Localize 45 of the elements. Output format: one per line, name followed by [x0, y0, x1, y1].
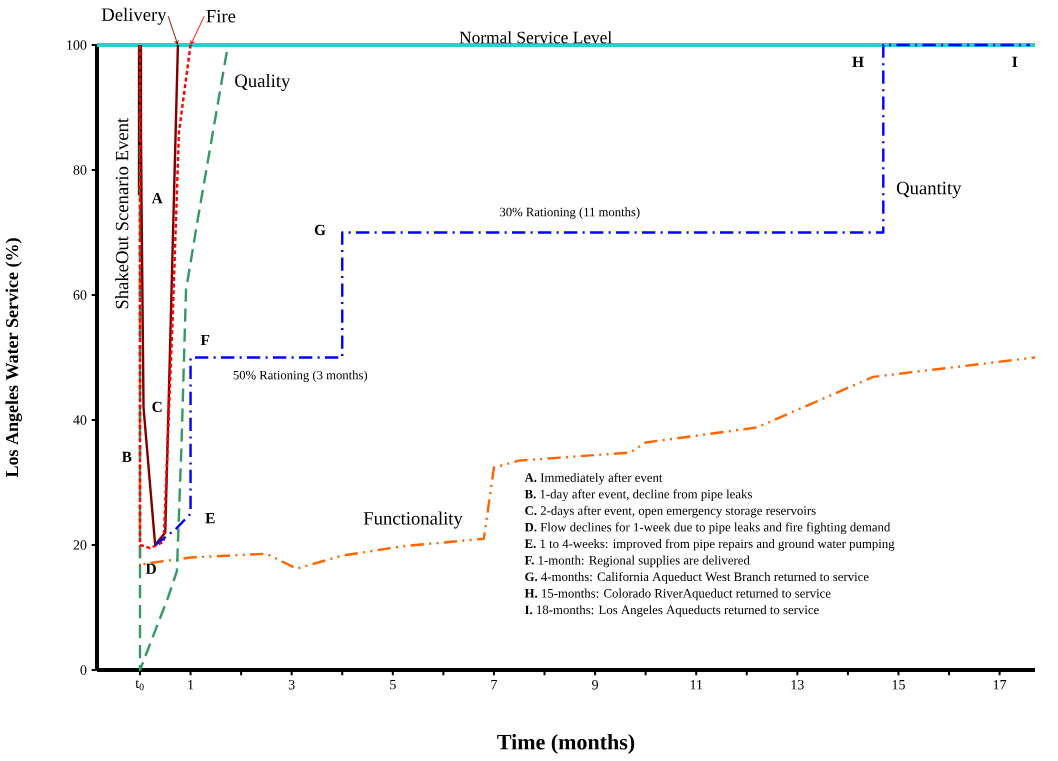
y-tick-label: 80: [73, 165, 87, 175]
x-tick-label: 15: [892, 680, 905, 690]
annotation: E: [205, 513, 215, 524]
annotation: I. 18-months: Los Angeles Aqueducts returned to service: [524, 605, 819, 617]
x-tick-label: t$_{0}$: [135, 680, 144, 691]
annotation: D: [145, 563, 156, 574]
annotation: I: [1012, 56, 1018, 67]
y-tick-label: 0: [80, 665, 87, 675]
series-label: Quality: [235, 73, 291, 91]
y-tick-label: 20: [73, 540, 87, 550]
series-label: Quantity: [896, 181, 962, 199]
y-tick-label: 60: [73, 290, 87, 300]
annotation: D. Flow declines for 1-week due to pipe leaks and fire fighting demand: [524, 522, 891, 535]
annotation: 50% Rationing (3 months): [233, 370, 368, 383]
annotation: F. 1-month: Regional supplies are delivered: [524, 555, 750, 568]
annotation: A: [151, 193, 163, 204]
y-tick-label: 40: [73, 415, 87, 425]
series-label: Functionality: [363, 511, 463, 529]
series-label: Delivery: [101, 7, 167, 25]
annotation: C: [152, 401, 162, 413]
x-tick-label: 9: [592, 680, 598, 690]
annotation: C. 2-days after event, open emergency storage reservoirs: [525, 505, 816, 518]
x-tick-label: 17: [993, 680, 1007, 690]
annotation: 30% Rationing (11 months): [500, 207, 640, 219]
x-tick-label: 1: [188, 680, 194, 690]
annotation: B: [121, 451, 132, 462]
legend-label: Fire: [206, 9, 236, 23]
annotation: F: [200, 334, 210, 346]
annotation: G: [314, 224, 326, 236]
annotation: H: [852, 56, 864, 67]
annotation: H. 15-months: Colorado RiverAqueduct returned to service: [524, 588, 831, 601]
annotation: G. 4-months: California Aqueduct West Branch returned to service: [525, 571, 869, 584]
x-axis-title: Time (months): [497, 734, 635, 755]
annotation: E. 1 to 4-weeks: improved from pipe repairs and ground water pumping: [524, 538, 895, 551]
x-tick-label: 5: [390, 680, 396, 690]
y-axis-title: Los Angeles Water Service (%): [5, 238, 22, 478]
x-tick-label: 11: [690, 680, 703, 690]
x-tick-label: 7: [491, 680, 498, 690]
x-tick-label: 3: [288, 680, 295, 690]
text: ShakeOut Scenario Event: [115, 117, 129, 309]
annotation: B. 1-day after event, decline from pipe leaks: [524, 489, 752, 502]
x-tick-label: 13: [791, 680, 804, 690]
annotation: A. Immediately after event: [524, 472, 663, 485]
y-tick-label: 100: [67, 40, 87, 50]
ref-line-label: Normal Service Level: [459, 31, 612, 44]
